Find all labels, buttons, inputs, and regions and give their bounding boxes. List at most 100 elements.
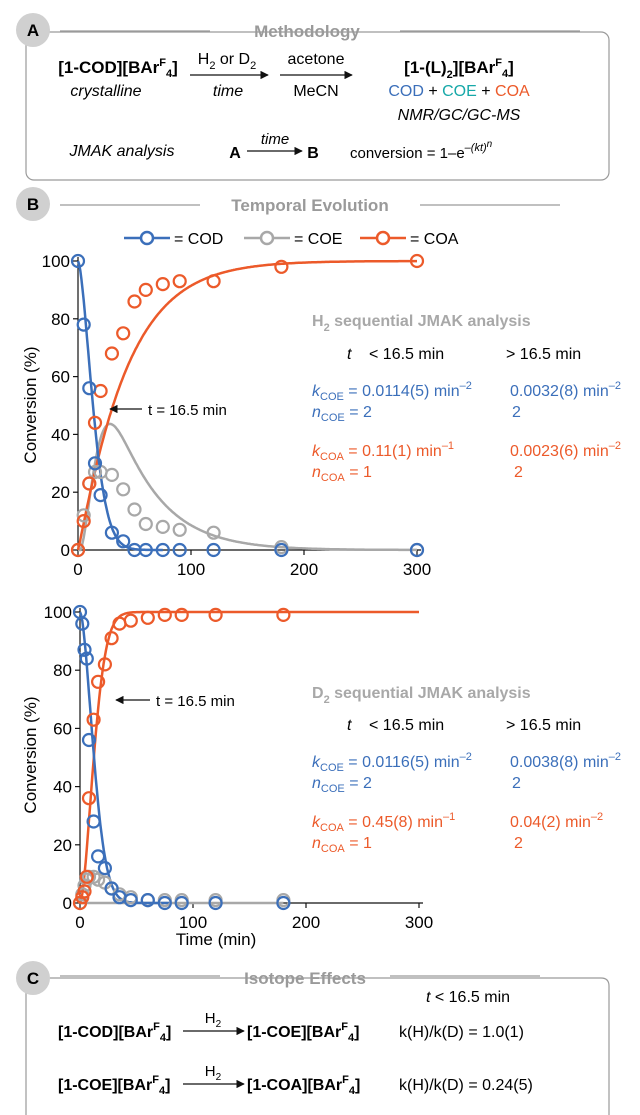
data-point-coe [127,502,142,517]
x-tick-label: 100 [177,560,205,579]
h2-info-col1: < 16.5 min [369,346,444,363]
chart-d2-ylabel: Conversion (%) [21,696,40,813]
data-point-coa [172,274,187,289]
d2-n-coa: nCOA = 1 [312,835,372,855]
y-tick-label: 80 [53,661,72,680]
data-point-coe [155,519,170,535]
panel-c-badge-letter: C [27,969,39,988]
d2-info-title: D2 sequential JMAK analysis [312,685,531,706]
chart-h2-ylabel: Conversion (%) [21,346,40,463]
y-tick-label: 0 [61,541,70,560]
x-tick-label: 200 [290,560,318,579]
chart-h2-axes: 0 20 40 60 80 100 0 100 200 300 [42,252,432,579]
data-point-coa [79,869,94,884]
panel-c-badge [16,961,50,995]
data-point-coa [76,513,91,529]
chart-d2-info: D2 sequential JMAK analysis t < 16.5 min… [312,685,621,855]
h2-n-coe: nCOE = 2 [312,404,372,424]
h2-n-coe-2: 2 [512,404,521,421]
data-point-cod [86,814,101,829]
gas-label: H2 or D2 [198,51,256,72]
crystalline-label: crystalline [70,83,141,100]
fit-curve-coe [78,422,417,552]
time-label: time [213,83,243,100]
data-point-coa [93,383,108,399]
legend-coa-label: = COA [410,231,459,248]
fit-curve-coa [78,610,419,904]
r1-left: [1-COD][BArF4] [58,1021,171,1044]
data-point-cod [76,317,91,332]
data-point-coe [104,467,120,482]
chart-d2-points [72,604,291,911]
y-tick-label: 20 [53,836,72,855]
data-point-coa [127,294,142,309]
chart-d2: Conversion (%) Time (min) 0 20 40 60 80 100 0 1… [21,603,621,949]
data-point-cod [157,895,172,911]
data-point-coa [86,712,101,727]
chart-h2-annotation: t = 16.5 min [148,402,227,419]
data-point-coe [87,464,103,480]
legend-cod-marker [139,230,155,246]
x-tick-label: 100 [179,913,207,932]
data-point-coa [77,884,92,899]
data-point-cod [409,542,425,558]
b-label: B [307,145,319,162]
data-point-cod [82,381,97,396]
y-tick-label: 0 [63,894,72,913]
data-point-coe [206,525,221,540]
panel-c-title: Isotope Effects [244,969,366,988]
panel-b-title: Temporal Evolution [231,196,388,215]
data-point-cod [274,542,289,558]
panel-b-badge [16,187,50,221]
data-point-coe [172,522,187,537]
panel-a-frame [25,31,610,181]
data-point-coa [155,277,170,292]
data-point-cod [138,542,153,558]
data-point-coe [138,516,153,532]
acetone-label: acetone [288,51,345,68]
h2-k-coa-2: 0.0023(6) min–2 [510,440,621,460]
conversion-formula: conversion = 1–e–(kt)n [350,139,493,162]
r1-right: [1-COE][BArF4] [247,1021,359,1044]
fit-curve-coa [76,259,417,551]
chart-d2-xlabel: Time (min) [176,930,257,949]
data-point-coa [82,476,97,491]
data-point-cod [123,892,138,908]
y-tick-label: 60 [53,719,72,738]
data-point-cod [79,651,94,666]
d2-n-coa-2: 2 [514,835,523,852]
data-point-cod [208,895,223,911]
chart-h2-curves [76,259,417,552]
y-tick-label: 60 [51,368,70,387]
chart-d2-annotation: t = 16.5 min [156,693,235,710]
h2-k-coe: kCOE = 0.0114(5) min–2 [312,380,472,403]
data-point-coa [174,607,189,623]
data-point-coa [97,657,113,672]
d2-k-coa-2: 0.04(2) min–2 [510,811,603,831]
legend-cod-label: = COD [174,231,223,248]
data-point-coa [409,253,425,269]
h2-info-title: H2 sequential JMAK analysis [312,313,531,334]
data-point-coa [116,326,131,341]
legend-coe-marker [259,230,275,246]
data-point-coa [138,282,153,297]
h2-info-t: t [347,346,352,363]
chart-d2-axes: 0 20 40 60 80 100 0 100 200 300 [44,603,434,932]
r1-kie: k(H)/k(D) = 1.0(1) [399,1024,524,1041]
data-point-coa [90,674,106,689]
panel-c-condition: t < 16.5 min [426,989,510,1006]
data-point-cod [93,488,108,503]
data-point-cod [104,881,119,896]
data-point-coa [123,613,138,628]
reactant-formula: [1-COD][BArF4] [58,57,178,80]
y-tick-label: 80 [51,310,70,329]
legend-coa-marker [375,230,391,246]
panel-a-title: Methodology [254,22,360,41]
data-point-cod [97,860,113,876]
panel-a-badge [16,13,50,47]
d2-k-coe-2: 0.0038(8) min–2 [510,751,621,771]
data-point-cod [81,732,97,748]
y-tick-label: 40 [51,425,70,444]
r1-gas: H2 [205,1010,222,1030]
d2-k-coe: kCOE = 0.0116(5) min–2 [312,751,472,774]
